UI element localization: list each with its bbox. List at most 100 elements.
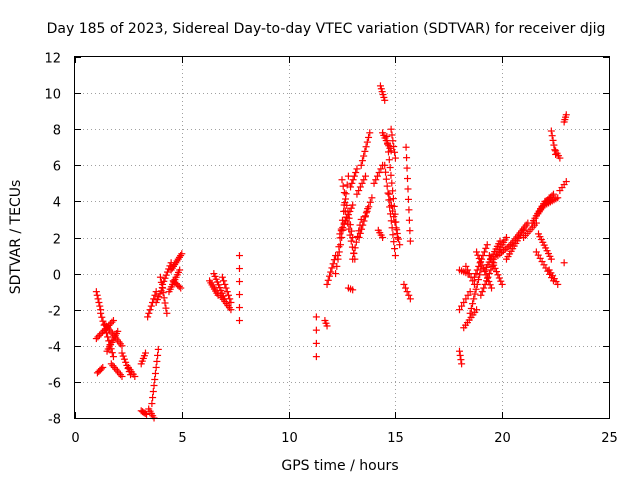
data-point (94, 295, 102, 303)
data-point (388, 179, 396, 187)
data-point (332, 270, 340, 278)
data-point (384, 148, 392, 156)
data-point (387, 171, 395, 179)
data-point (350, 172, 358, 180)
data-point (113, 367, 121, 375)
data-point (357, 161, 365, 169)
data-point (312, 326, 320, 334)
data-point (109, 317, 117, 325)
data-point (344, 172, 352, 180)
data-point (394, 235, 402, 243)
data-point (383, 182, 391, 190)
data-point (338, 176, 346, 184)
data-point (485, 252, 493, 260)
data-point (115, 369, 123, 377)
data-point (476, 271, 484, 279)
data-point (93, 291, 101, 299)
data-point (483, 241, 491, 249)
x-tick-label: 15 (387, 431, 404, 446)
data-point (472, 270, 480, 278)
y-tick-label: 2 (53, 233, 61, 248)
data-point (355, 234, 363, 241)
data-point (464, 266, 472, 274)
data-point (361, 212, 369, 220)
data-point (334, 252, 342, 260)
data-point (221, 280, 229, 288)
data-point (339, 223, 347, 231)
grid-layer (75, 57, 609, 418)
data-point (328, 264, 336, 272)
data-point (406, 237, 414, 245)
data-point (502, 234, 510, 241)
data-point (340, 189, 348, 197)
data-point (403, 154, 411, 162)
data-point (218, 273, 226, 281)
data-point (547, 127, 555, 135)
data-point (475, 262, 483, 270)
data-point (312, 353, 320, 361)
data-point (390, 143, 398, 151)
data-point (373, 172, 381, 180)
data-point (324, 276, 332, 284)
data-point (150, 382, 158, 390)
data-point (235, 304, 243, 312)
data-point (366, 129, 374, 137)
data-point (457, 356, 465, 364)
data-point (347, 237, 355, 245)
data-point (474, 276, 482, 284)
data-point (403, 288, 411, 296)
y-tick-label: 8 (53, 124, 61, 139)
data-point (227, 306, 235, 314)
data-point (163, 268, 171, 276)
data-point (556, 154, 564, 162)
data-point (384, 140, 392, 148)
data-point (356, 229, 364, 237)
data-point (389, 231, 397, 239)
data-point (336, 230, 344, 238)
data-point (469, 277, 477, 285)
data-point (94, 333, 102, 341)
data-point (365, 133, 373, 141)
data-point (389, 137, 397, 145)
data-point (404, 185, 412, 193)
data-point (162, 271, 170, 279)
data-point (104, 333, 112, 341)
data-point (235, 291, 243, 299)
data-point (110, 363, 118, 371)
data-point (382, 168, 390, 176)
data-point (159, 280, 167, 288)
data-point (342, 217, 350, 225)
data-point (388, 131, 396, 139)
data-point (404, 195, 412, 203)
data-point (403, 164, 411, 172)
data-points (92, 82, 570, 422)
data-point (464, 291, 472, 299)
data-point (456, 351, 464, 359)
data-point (323, 280, 331, 288)
data-point (342, 195, 350, 203)
data-point (358, 179, 366, 187)
data-point (494, 271, 502, 279)
data-point (153, 357, 161, 365)
data-point (152, 288, 160, 296)
y-tick-label: 4 (53, 196, 61, 211)
data-point (119, 352, 127, 360)
data-point (465, 270, 473, 278)
data-point (550, 141, 558, 149)
data-point (120, 355, 128, 363)
data-point (358, 225, 366, 233)
data-point (389, 195, 397, 203)
data-point (363, 207, 371, 215)
data-point (358, 157, 366, 165)
data-point (154, 351, 162, 359)
data-point (345, 225, 353, 233)
data-point (375, 169, 383, 177)
data-point (469, 300, 477, 308)
y-tick-label: -4 (48, 341, 61, 356)
data-point (405, 291, 413, 299)
data-point (355, 187, 363, 195)
data-point (350, 249, 358, 257)
data-point (466, 288, 474, 296)
data-point (360, 176, 368, 184)
data-point (470, 273, 478, 281)
